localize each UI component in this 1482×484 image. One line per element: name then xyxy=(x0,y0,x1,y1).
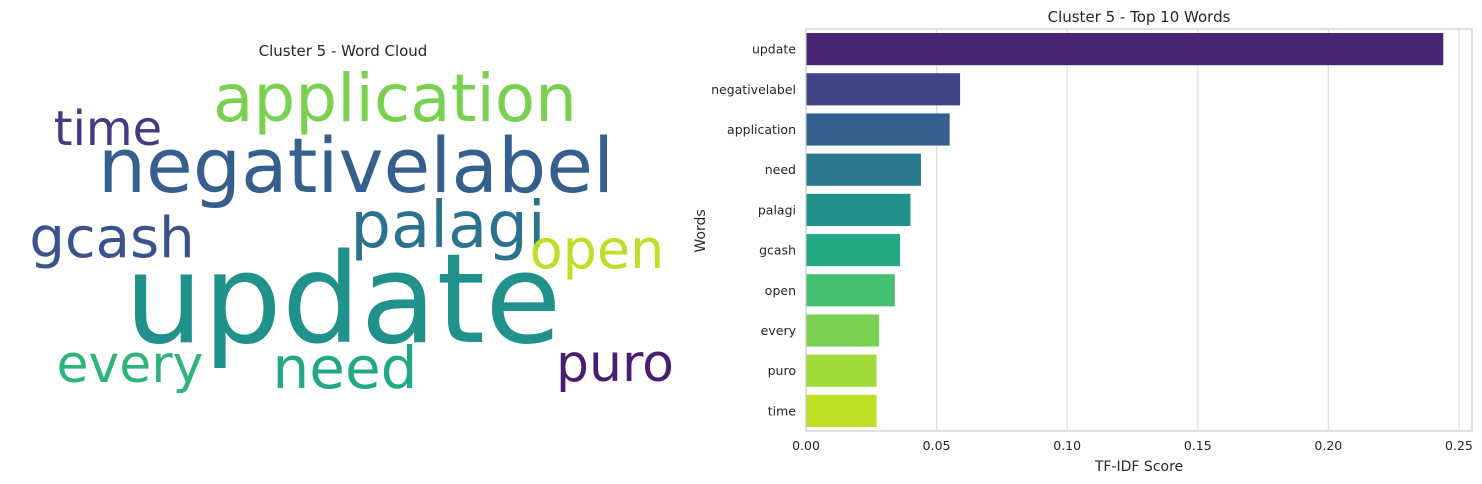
bar-negativelabel xyxy=(806,73,961,106)
word-cloud-word: need xyxy=(273,334,418,402)
word-cloud-word: time xyxy=(54,101,162,157)
y-tick-label: update xyxy=(752,42,796,57)
word-cloud-panel: Cluster 5 - Word Cloud update negativelab… xyxy=(0,0,700,484)
y-tick-label: gcash xyxy=(759,243,796,258)
y-axis-label: Words xyxy=(693,209,709,252)
x-tick-label: 0.20 xyxy=(1314,438,1342,453)
x-tick-label: 0.05 xyxy=(923,438,951,453)
x-tick-label: 0.25 xyxy=(1445,438,1473,453)
x-tick-label: 0.10 xyxy=(1053,438,1081,453)
y-tick-label: negativelabel xyxy=(711,82,796,97)
y-tick-label: puro xyxy=(768,363,796,378)
word-cloud-word: puro xyxy=(556,334,674,394)
y-tick-label: application xyxy=(727,122,796,137)
word-cloud-title: Cluster 5 - Word Cloud xyxy=(259,42,428,60)
bar-every xyxy=(806,314,880,347)
word-cloud-word: gcash xyxy=(29,206,194,271)
y-tick-label: open xyxy=(765,283,796,298)
bar-application xyxy=(806,113,950,146)
bar-open xyxy=(806,274,895,307)
word-cloud-word: negativelabel xyxy=(98,121,614,210)
x-tick-label: 0.00 xyxy=(792,438,820,453)
plot-frame xyxy=(805,28,1473,432)
bar-time xyxy=(806,394,877,427)
x-axis-label: TF-IDF Score xyxy=(1094,459,1183,475)
y-tick-label: need xyxy=(765,162,796,177)
word-cloud-word: palagi xyxy=(350,189,545,263)
bar-palagi xyxy=(806,193,911,226)
chart-title: Cluster 5 - Top 10 Words xyxy=(1048,8,1231,26)
word-cloud: Cluster 5 - Word Cloud update negativelab… xyxy=(29,42,674,402)
y-tick-label: time xyxy=(768,403,797,418)
y-tick-label: palagi xyxy=(758,202,796,217)
word-cloud-word: every xyxy=(57,335,204,395)
bar-update xyxy=(806,33,1444,66)
word-cloud-word: update xyxy=(125,228,562,372)
y-tick-label: every xyxy=(761,323,797,338)
word-cloud-word: application xyxy=(213,60,577,137)
bar-puro xyxy=(806,354,877,387)
bar-gcash xyxy=(806,234,901,267)
x-tick-label: 0.15 xyxy=(1184,438,1212,453)
word-cloud-word: open xyxy=(530,218,665,281)
bar-need xyxy=(806,153,921,186)
